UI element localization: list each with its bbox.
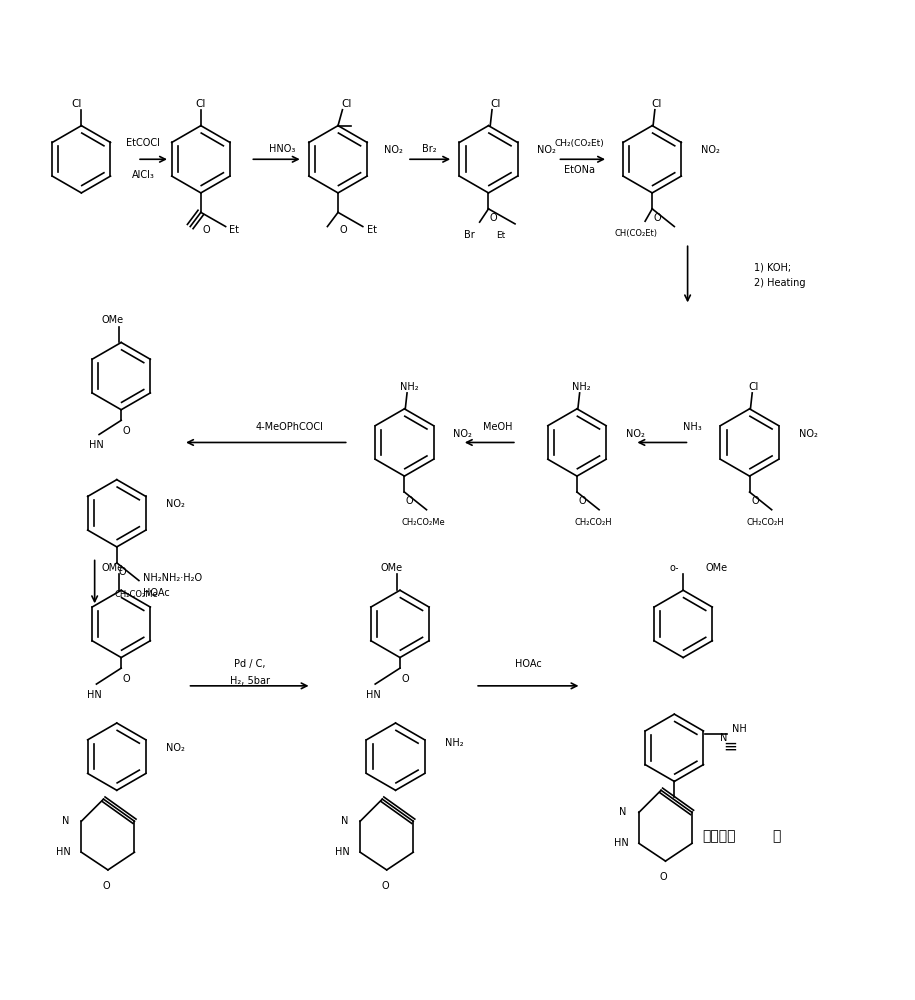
Text: AlCl₃: AlCl₃: [132, 170, 155, 180]
Text: HN: HN: [335, 847, 350, 857]
Text: O: O: [751, 496, 759, 506]
Text: Et: Et: [367, 225, 377, 235]
Text: O: O: [339, 225, 347, 235]
Text: O: O: [123, 674, 130, 684]
Text: OMe: OMe: [102, 315, 124, 325]
Text: NO₂: NO₂: [166, 499, 185, 509]
Text: NO₂: NO₂: [799, 429, 817, 439]
Text: OMe: OMe: [380, 563, 403, 573]
Text: O: O: [653, 213, 662, 223]
Text: O: O: [202, 225, 210, 235]
Text: Cl: Cl: [748, 382, 759, 392]
Text: 匹莫苯丹: 匹莫苯丹: [702, 829, 736, 843]
Text: HN: HN: [57, 847, 71, 857]
Text: N: N: [61, 816, 70, 826]
Text: HOAc: HOAc: [144, 588, 170, 598]
Text: NH₃: NH₃: [683, 422, 702, 432]
Text: CH₂CO₂Me: CH₂CO₂Me: [114, 590, 158, 599]
Text: O: O: [402, 674, 409, 684]
Text: 1) KOH;: 1) KOH;: [754, 262, 791, 272]
Text: 4-MeOPhCOCl: 4-MeOPhCOCl: [255, 422, 323, 432]
Text: EtONa: EtONa: [565, 165, 595, 175]
Text: Cl: Cl: [651, 99, 662, 109]
Text: OMe: OMe: [705, 563, 727, 573]
Text: NO₂: NO₂: [166, 743, 185, 753]
Text: CH₂CO₂H: CH₂CO₂H: [574, 518, 612, 527]
Text: O: O: [490, 213, 498, 223]
Text: CH₂CO₂Me: CH₂CO₂Me: [402, 518, 446, 527]
Text: O: O: [118, 567, 126, 577]
Text: NO₂: NO₂: [626, 429, 645, 439]
Text: MeOH: MeOH: [482, 422, 512, 432]
Text: CH₂CO₂H: CH₂CO₂H: [747, 518, 784, 527]
Text: NH₂: NH₂: [572, 382, 591, 392]
Text: Br₂: Br₂: [422, 144, 436, 154]
Text: NO₂: NO₂: [537, 145, 556, 155]
Text: HNO₃: HNO₃: [269, 144, 296, 154]
Text: NO₂: NO₂: [384, 145, 404, 155]
Text: 2) Heating: 2) Heating: [754, 278, 805, 288]
Text: Cl: Cl: [341, 99, 352, 109]
Text: HN: HN: [614, 838, 629, 848]
Text: CH₂(CO₂Et): CH₂(CO₂Et): [554, 139, 605, 148]
Text: NH: NH: [732, 724, 747, 734]
Text: Br: Br: [464, 230, 474, 240]
Text: Et: Et: [496, 231, 505, 240]
Text: O: O: [406, 496, 414, 506]
Text: OMe: OMe: [102, 563, 124, 573]
Text: N: N: [340, 816, 348, 826]
Text: 。: 。: [772, 829, 780, 843]
Text: NO₂: NO₂: [701, 145, 720, 155]
Text: NO₂: NO₂: [453, 429, 472, 439]
Text: NH₂: NH₂: [400, 382, 418, 392]
Text: HOAc: HOAc: [515, 659, 542, 669]
Text: HN: HN: [366, 690, 381, 700]
Text: HN: HN: [89, 440, 103, 450]
Text: o-: o-: [670, 563, 679, 573]
Text: Et: Et: [230, 225, 240, 235]
Text: Cl: Cl: [490, 99, 501, 109]
Text: O: O: [660, 872, 668, 882]
Text: O: O: [102, 881, 110, 891]
Text: HN: HN: [87, 690, 102, 700]
Text: O: O: [382, 881, 389, 891]
Text: O: O: [578, 496, 587, 506]
Text: NH₂NH₂·H₂O: NH₂NH₂·H₂O: [144, 573, 202, 583]
Text: EtCOCl: EtCOCl: [126, 138, 160, 148]
Text: H₂, 5bar: H₂, 5bar: [230, 676, 270, 686]
Text: Cl: Cl: [196, 99, 206, 109]
Text: Cl: Cl: [71, 99, 82, 109]
Text: N: N: [619, 807, 627, 817]
Text: Pd / C,: Pd / C,: [233, 659, 265, 669]
Text: CH(CO₂Et): CH(CO₂Et): [615, 229, 658, 238]
Text: O: O: [123, 426, 130, 436]
Text: ≡: ≡: [723, 737, 737, 755]
Text: NH₂: NH₂: [445, 738, 463, 748]
Text: N: N: [720, 733, 727, 743]
